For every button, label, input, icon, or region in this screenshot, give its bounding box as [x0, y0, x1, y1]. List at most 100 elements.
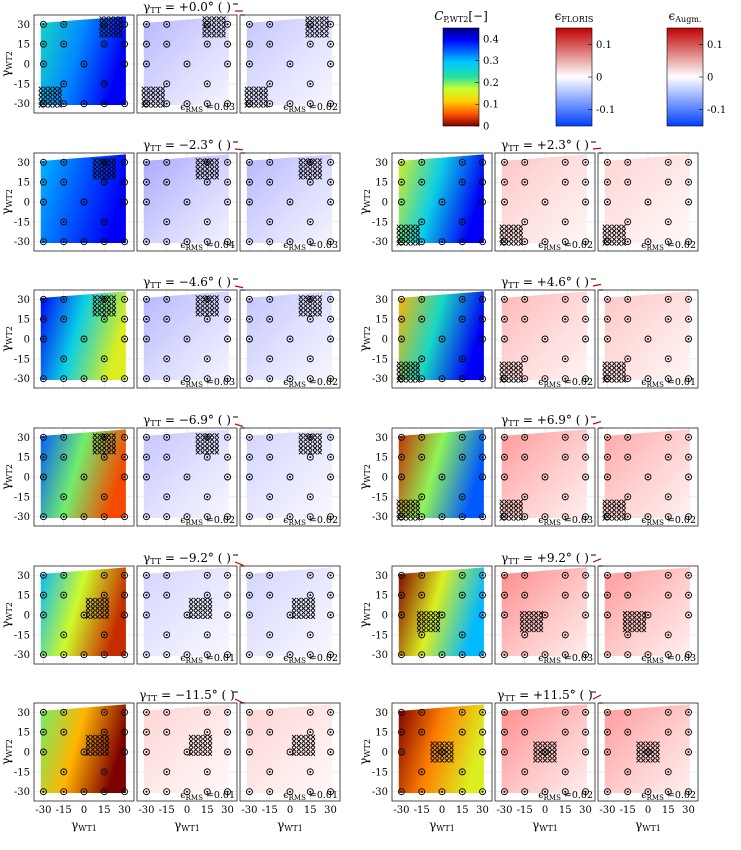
- dense-sample-marker: [106, 170, 112, 176]
- measurement-point: [418, 493, 426, 501]
- dense-sample-marker: [301, 610, 306, 615]
- dense-sample-marker: [504, 503, 509, 509]
- dense-sample-marker: [195, 445, 201, 451]
- x-tick-label: 30: [476, 805, 489, 816]
- panel-frame: [136, 565, 238, 665]
- measurement-point-center: [103, 731, 106, 734]
- dense-sample-marker: [206, 33, 212, 38]
- measurement-point: [80, 238, 88, 246]
- measurement-point: [479, 708, 486, 716]
- measurement-point-center: [103, 377, 106, 380]
- measurement-point: [100, 315, 108, 323]
- measurement-point: [685, 375, 692, 383]
- title-tilt-close: ): [226, 688, 235, 702]
- x-tick-label: 0: [542, 805, 548, 816]
- x-tick-label: -15: [414, 805, 430, 816]
- dense-sample-marker: [513, 241, 519, 246]
- dense-sample-marker: [101, 170, 107, 176]
- x-tick-label: 15: [559, 805, 572, 816]
- dense-sample-marker: [99, 20, 104, 25]
- dense-sample-marker: [416, 623, 422, 629]
- dense-sample-marker: [611, 237, 617, 242]
- rms-error-label: ϵRMS =0.02: [283, 102, 338, 114]
- measurement-point-center: [606, 181, 609, 184]
- dense-sample-marker: [504, 369, 509, 375]
- measurement-point: [306, 100, 314, 108]
- measurement-point-center: [481, 456, 484, 459]
- dense-sample-marker: [317, 166, 323, 172]
- measurement-point: [80, 788, 88, 796]
- measurement-point-center: [523, 731, 526, 734]
- measurement-point: [664, 651, 672, 659]
- measurement-point-center: [186, 653, 188, 656]
- rms-error-label: ϵRMS =0.03: [538, 653, 593, 665]
- dense-sample-marker: [303, 303, 308, 309]
- colorbar-tick-label: 0.1: [483, 100, 499, 111]
- dense-sample-marker: [317, 437, 323, 442]
- y-tick-label: -30: [372, 787, 388, 798]
- dense-sample-marker: [188, 738, 194, 744]
- measurement-point-center: [584, 436, 587, 439]
- dense-sample-marker: [410, 499, 416, 504]
- measurement-point: [561, 453, 569, 461]
- dense-sample-marker: [396, 503, 402, 509]
- dense-sample-marker: [95, 610, 100, 615]
- measurement-point: [121, 178, 128, 186]
- dense-sample-marker: [305, 606, 311, 611]
- measurement-point: [143, 473, 150, 481]
- panel-group-title: γTT = −4.6° ( ): [143, 275, 231, 290]
- dense-sample-marker: [312, 162, 318, 167]
- measurement-point: [458, 433, 466, 441]
- measurement-point-center: [165, 495, 168, 498]
- measurement-point: [624, 571, 632, 579]
- measurement-point-center: [309, 515, 312, 518]
- panel-floris: ϵRMS =0.01: [136, 565, 238, 665]
- panel-floris: ϵRMS =0.02: [494, 289, 596, 389]
- panel-augm: ϵRMS =0.03: [239, 152, 341, 252]
- measurement-point-center: [626, 731, 629, 734]
- dense-sample-marker: [253, 86, 259, 91]
- measurement-point-center: [165, 574, 168, 577]
- measurement-point-center: [584, 614, 587, 616]
- dense-sample-marker: [204, 307, 210, 313]
- dense-sample-marker: [622, 623, 628, 629]
- dense-sample-marker: [207, 597, 213, 603]
- panel-frame: [136, 427, 238, 527]
- dense-sample-marker: [90, 601, 96, 607]
- panel-group-title: γTT = −11.5° ( ): [139, 688, 234, 703]
- y-tick-label: -15: [372, 767, 388, 778]
- measurement-point-center: [461, 653, 464, 656]
- measurement-point-center: [42, 43, 45, 46]
- dense-sample-marker: [92, 450, 98, 455]
- y-axis-label-sub: WT2: [363, 739, 372, 758]
- dense-sample-marker: [200, 433, 205, 438]
- dense-sample-marker: [200, 312, 205, 317]
- y-axis-label-sub: WT2: [5, 51, 14, 70]
- dense-sample-marker: [435, 615, 441, 620]
- measurement-point: [163, 728, 171, 736]
- measurement-point: [143, 708, 150, 716]
- measurement-point: [224, 513, 231, 521]
- measurement-point-center: [329, 476, 332, 478]
- measurement-point: [183, 513, 191, 521]
- dense-sample-marker: [504, 516, 509, 521]
- measurement-point: [60, 295, 68, 303]
- dense-sample-marker: [202, 610, 208, 615]
- measurement-point-center: [461, 161, 464, 164]
- panel-frame: [597, 152, 699, 252]
- dense-sample-marker: [513, 374, 519, 379]
- dense-sample-marker: [103, 20, 109, 25]
- y-axis-label: γWT2: [357, 464, 372, 490]
- dense-sample-marker: [207, 743, 213, 748]
- measurement-point: [40, 40, 47, 48]
- measurement-point: [203, 238, 211, 246]
- x-tick-label: 30: [682, 805, 695, 816]
- measurement-point: [458, 355, 466, 363]
- dense-sample-marker: [202, 747, 208, 752]
- measurement-point-center: [206, 377, 209, 380]
- y-tick-label: 15: [17, 728, 30, 739]
- dense-sample-marker: [296, 610, 302, 615]
- title-value: = −11.5° (: [157, 688, 226, 702]
- measurement-point: [521, 513, 529, 521]
- colorbar-gradient: [555, 27, 593, 127]
